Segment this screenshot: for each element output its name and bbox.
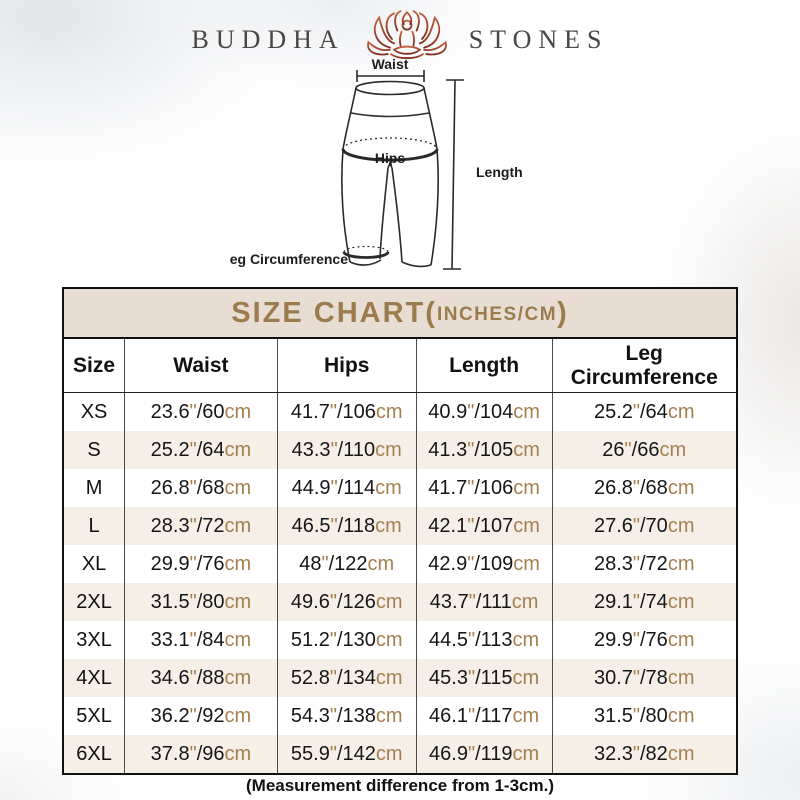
size-row-m: M 26.8 "/68 cm 44.9 "/114 cm 41.7 "/106 cm 26.8 "/6… — [64, 469, 736, 507]
size-row-xl: XL 29.9 "/76 cm 48 "/122 cm 42.9 "/109 cm 28.3 "/72… — [64, 545, 736, 583]
measurement-cell: 26.8 "/68 cm — [593, 476, 695, 499]
size-row-6xl: 6XL 37.8 "/96 cm 55.9 "/142 cm 46.9 "/119 cm 32.3 "… — [64, 735, 736, 773]
length-label: Length — [476, 164, 523, 180]
measurement-cell: 29.1 "/74 cm — [593, 590, 695, 613]
measurement-cell: 25.2 "/64 cm — [125, 431, 278, 469]
measurement-cell: 28.3 "/72 cm — [125, 507, 278, 545]
size-label: XL — [64, 545, 126, 583]
measurement-cell: 41.7 "/106 cm — [417, 469, 553, 507]
measurement-cell: 43.7 "/111 cm — [417, 583, 553, 621]
measurement-cell: 36.2 "/92 cm — [125, 697, 278, 735]
measurement-cell: 41.7 "/106 cm — [278, 393, 417, 431]
measurement-cell: 42.9 "/109 cm — [417, 545, 553, 583]
size-label: 3XL — [64, 621, 126, 659]
measurement-cell: 41.3 "/105 cm — [417, 431, 553, 469]
size-chart: SIZE CHART(INCHES/CM) Size Waist Hips Le… — [62, 287, 738, 775]
measurement-cell: 37.8 "/96 cm — [125, 735, 278, 773]
measurement-cell: 49.6 "/126 cm — [278, 583, 417, 621]
measurement-cell: 43.3 "/110 cm — [278, 431, 417, 469]
measurement-cell: 55.9 "/142 cm — [278, 735, 417, 773]
title-main: SIZE CHART( — [231, 296, 437, 329]
measurement-footnote: (Measurement difference from 1-3cm.) — [246, 776, 554, 795]
measurement-cell: 23.6 "/60 cm — [125, 393, 278, 431]
size-row-l: L 28.3 "/72 cm 46.5 "/118 cm 42.1 "/107 cm 27.6 "/7… — [64, 507, 736, 545]
measurement-cell: 28.3 "/72 cm — [593, 552, 695, 575]
column-header-length: Length — [417, 339, 553, 392]
measurement-cell: 31.5 "/80 cm — [125, 583, 278, 621]
measurement-cell: 52.8 "/134 cm — [278, 659, 417, 697]
hips-label: Hips — [375, 150, 406, 166]
size-chart-title: SIZE CHART(INCHES/CM) — [64, 289, 736, 339]
size-row-4xl: 4XL 34.6 "/88 cm 52.8 "/134 cm 45.3 "/115 cm 30.7 "… — [64, 659, 736, 697]
size-chart-body: XS 23.6 "/60 cm 41.7 "/106 cm 40.9 "/104 cm 25.2 " /… — [64, 393, 736, 773]
size-label: S — [64, 431, 126, 469]
measurement-cell: 46.5 "/118 cm — [278, 507, 417, 545]
size-label: L — [64, 507, 126, 545]
brand-name-right: STONES — [468, 25, 609, 54]
measurement-cell: 46.1 "/117 cm — [417, 697, 553, 735]
lotus-meditation-icon — [359, 8, 455, 73]
size-row-xs: XS 23.6 "/60 cm 41.7 "/106 cm 40.9 "/104 cm 25.2 " /… — [64, 393, 736, 431]
leg-circumference-label: Leg Circumference — [230, 251, 348, 267]
size-chart-header-row: Size Waist Hips Length Leg Circumference — [64, 339, 736, 393]
size-row-3xl: 3XL 33.1 "/84 cm 51.2 "/130 cm 44.5 "/113 cm 29.9 "… — [64, 621, 736, 659]
measurement-cell: 27.6 "/70 cm — [593, 514, 695, 537]
column-header-leg-circumference: Leg Circumference — [570, 341, 718, 389]
measurement-cell: 42.1 "/107 cm — [417, 507, 553, 545]
measurement-cell: 29.9 "/76 cm — [125, 545, 278, 583]
column-header-size: Size — [64, 339, 126, 392]
brand-header: BUDDHA — [0, 8, 800, 73]
measurement-cell: 25.2 "/64 cm — [593, 400, 695, 423]
measurement-cell: 26 "/66 cm — [602, 438, 687, 461]
measurement-cell: 46.9 "/119 cm — [417, 735, 553, 773]
measurement-cell: 31.5 "/80 cm — [593, 704, 695, 727]
measurement-cell: 44.9 "/114 cm — [278, 469, 417, 507]
pants-measurement-diagram: Waist Hips Length Leg Circumference — [221, 56, 530, 286]
measurement-cell: 54.3 "/138 cm — [278, 697, 417, 735]
title-units: INCHES/CM — [436, 304, 558, 325]
column-header-waist: Waist — [125, 339, 278, 392]
size-row-5xl: 5XL 36.2 "/92 cm 54.3 "/138 cm 46.1 "/117 cm 31.5 "… — [64, 697, 736, 735]
measurement-cell: 45.3 "/115 cm — [417, 659, 553, 697]
measurement-cell: 30.7 "/78 cm — [593, 666, 695, 689]
column-header-hips: Hips — [278, 339, 417, 392]
size-label: 2XL — [64, 583, 126, 621]
measurement-cell: 48 "/122 cm — [278, 545, 417, 583]
waist-label: Waist — [372, 56, 409, 72]
size-label: XS — [64, 393, 126, 431]
measurement-cell: 51.2 "/130 cm — [278, 621, 417, 659]
title-close: ) — [557, 296, 569, 329]
measurement-cell: 44.5 "/113 cm — [417, 621, 553, 659]
size-row-2xl: 2XL 31.5 "/80 cm 49.6 "/126 cm 43.7 "/111 cm 29.1 "… — [64, 583, 736, 621]
size-row-s: S 25.2 "/64 cm 43.3 "/110 cm 41.3 "/105 cm 26 "/66 c… — [64, 431, 736, 469]
size-label: M — [64, 469, 126, 507]
brand-name-left: BUDDHA — [191, 25, 345, 54]
measurement-cell: 26.8 "/68 cm — [125, 469, 278, 507]
measurement-cell: 34.6 "/88 cm — [125, 659, 278, 697]
measurement-cell: 29.9 "/76 cm — [593, 628, 695, 651]
size-label: 4XL — [64, 659, 126, 697]
size-label: 6XL — [64, 735, 126, 773]
measurement-cell: 32.3 "/82 cm — [593, 742, 695, 765]
measurement-cell: 33.1 "/84 cm — [125, 621, 278, 659]
measurement-cell: 40.9 "/104 cm — [417, 393, 553, 431]
size-label: 5XL — [64, 697, 126, 735]
